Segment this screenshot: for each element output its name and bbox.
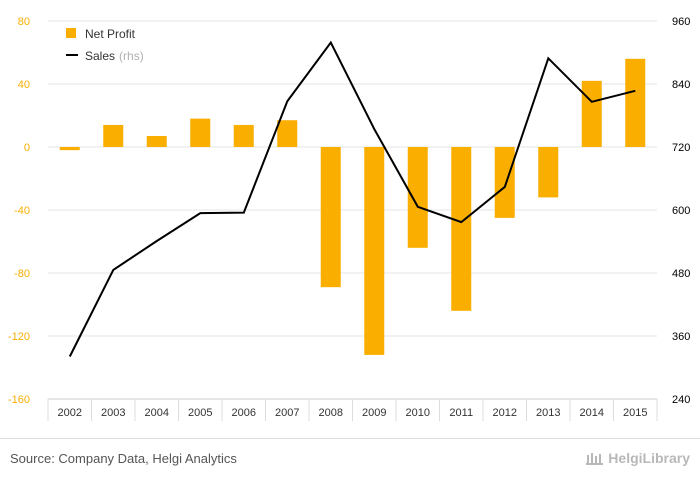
left-tick-label: -80 — [14, 268, 30, 280]
x-tick-label: 2013 — [536, 407, 560, 419]
right-tick-label: 720 — [672, 142, 690, 154]
left-tick-label: -40 — [14, 205, 30, 217]
x-tick-label: 2008 — [319, 407, 343, 419]
right-tick-label: 480 — [672, 268, 690, 280]
x-tick-label: 2011 — [449, 407, 473, 419]
legend-sales-suffix: (rhs) — [119, 49, 144, 63]
net-profit-bar — [407, 147, 428, 248]
net-profit-bar — [59, 147, 80, 151]
right-axis-ticks: 960 840 720 600 480 360 240 — [672, 16, 690, 406]
right-tick-label: 360 — [672, 331, 690, 343]
right-tick-label: 960 — [672, 16, 690, 28]
net-profit-bar — [581, 80, 602, 147]
source-note: Source: Company Data, Helgi Analytics — [10, 451, 237, 466]
x-axis: 2002 2003 2004 2005 2006 2007 2008 2009 2010 2011… — [47, 398, 658, 421]
legend-sales-label: Sales — [85, 49, 115, 63]
x-tick-label: 2006 — [232, 407, 256, 419]
net-profit-bar — [364, 147, 385, 355]
x-tick-label: 2004 — [145, 407, 169, 419]
x-tick-label: 2014 — [580, 407, 604, 419]
x-tick-label: 2005 — [188, 407, 212, 419]
net-profit-bars — [59, 58, 646, 355]
x-tick-label: 2003 — [101, 407, 125, 419]
net-profit-bar — [538, 147, 559, 198]
left-tick-label: 0 — [24, 142, 30, 154]
x-tick-label: 2015 — [623, 407, 647, 419]
left-tick-label: 80 — [18, 16, 30, 28]
right-tick-label: 600 — [672, 205, 690, 217]
net-profit-bar — [277, 120, 298, 147]
legend-bar-swatch — [66, 28, 76, 38]
net-profit-bar — [190, 118, 211, 147]
left-axis-ticks: 80 40 0 -40 -80 -120 -160 — [8, 16, 30, 406]
left-tick-label: -120 — [8, 331, 30, 343]
gridlines — [48, 20, 657, 400]
left-tick-label: 40 — [18, 79, 30, 91]
brand-name: HelgiLibrary — [608, 450, 690, 466]
net-profit-bar — [451, 147, 472, 311]
net-profit-bar — [625, 58, 646, 147]
x-tick-label: 2012 — [493, 407, 517, 419]
legend-sales: Sales (rhs) — [85, 49, 144, 63]
sales-line — [68, 40, 636, 357]
footer: Source: Company Data, Helgi Analytics He… — [0, 438, 700, 483]
right-tick-label: 240 — [672, 394, 690, 406]
combo-chart: 2002 2003 2004 2005 2006 2007 2008 2009 2010 2011… — [8, 16, 690, 421]
legend-net-profit: Net Profit — [85, 27, 136, 41]
left-tick-label: -160 — [8, 394, 30, 406]
net-profit-bar — [320, 147, 341, 288]
x-tick-label: 2002 — [58, 407, 82, 419]
x-tick-label: 2009 — [362, 407, 386, 419]
net-profit-bar — [103, 124, 124, 147]
legend: Net Profit Sales (rhs) — [66, 27, 144, 63]
brand-logo: HelgiLibrary — [586, 450, 690, 466]
footer-divider — [0, 438, 700, 439]
right-tick-label: 840 — [672, 79, 690, 91]
net-profit-bar — [494, 147, 515, 218]
library-icon — [586, 453, 604, 465]
net-profit-bar — [146, 135, 167, 147]
net-profit-bar — [233, 124, 254, 147]
x-tick-label: 2007 — [275, 407, 299, 419]
x-tick-label: 2010 — [406, 407, 430, 419]
